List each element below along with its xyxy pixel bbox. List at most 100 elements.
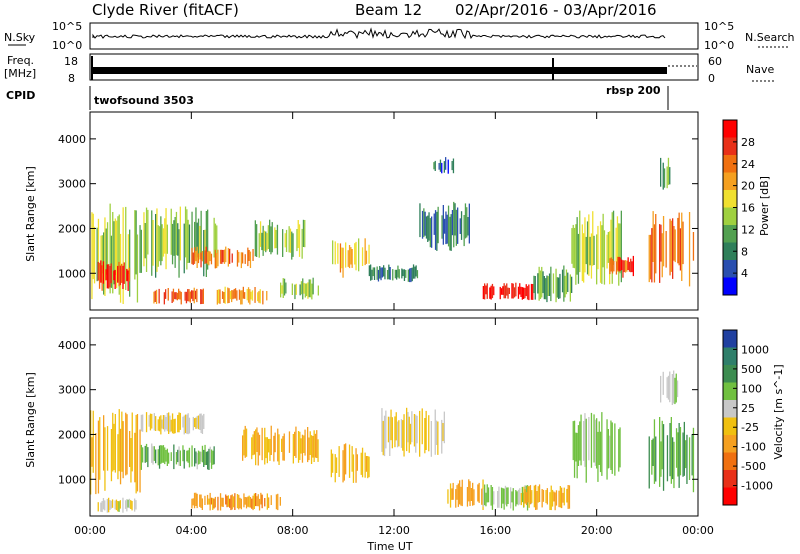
power-cell — [368, 244, 370, 264]
velocity-region — [572, 412, 621, 483]
power-cell — [575, 224, 577, 285]
velocity-cell — [122, 497, 124, 513]
velocity-cell — [686, 434, 688, 484]
velocity-cell — [659, 417, 661, 487]
power-cell — [302, 278, 304, 300]
velocity-cell — [563, 487, 565, 506]
velocity-cell — [478, 482, 480, 503]
velocity-cell — [206, 494, 209, 505]
velocity-cell — [127, 499, 129, 508]
velocity-cell — [674, 377, 676, 405]
velocity-cell — [166, 448, 168, 466]
velocity-cell — [407, 412, 409, 443]
velocity-cell — [142, 447, 144, 463]
power-cell — [129, 229, 131, 297]
velocity-cell — [504, 485, 507, 505]
velocity-cell — [92, 410, 94, 473]
power-cell — [388, 264, 390, 280]
velocity-cell — [485, 492, 487, 507]
velocity-cell — [245, 428, 248, 457]
power-cell — [176, 292, 178, 301]
power-cell — [445, 211, 447, 245]
velocity-cell — [113, 423, 115, 471]
velocity-region — [330, 443, 370, 483]
velocity-cell — [673, 370, 675, 404]
power-cell — [101, 235, 103, 274]
velocity-cell — [232, 496, 235, 508]
power-cell — [178, 229, 180, 278]
velocity-cell — [178, 412, 180, 433]
velocity-cell — [590, 412, 593, 468]
power-cell — [98, 262, 101, 289]
velocity-cell — [618, 429, 620, 472]
velocity-cell — [529, 485, 532, 505]
x-tick-label: 20:00 — [581, 524, 613, 537]
power-cell — [588, 214, 590, 276]
velocity-cell — [238, 494, 240, 510]
power-cell — [247, 247, 249, 267]
power-cell — [441, 162, 443, 174]
velocity-cell — [186, 414, 188, 434]
velocity-cell — [130, 500, 132, 509]
velocity-cell — [160, 445, 162, 464]
power-cell — [436, 211, 438, 251]
velocity-cell — [411, 411, 413, 443]
power-cell — [236, 290, 238, 301]
velocity-cell — [264, 427, 266, 465]
power-cell — [532, 284, 534, 300]
velocity-cell — [119, 500, 121, 509]
power-cell — [368, 265, 370, 277]
power-cell — [610, 219, 612, 265]
velocity-cell — [652, 438, 654, 466]
velocity-cell — [249, 497, 252, 508]
power-cell — [660, 157, 662, 187]
velocity-cell — [313, 430, 315, 462]
power-cell — [503, 283, 505, 299]
power-cell — [179, 206, 181, 261]
power-cell — [584, 217, 586, 273]
velocity-cell — [145, 443, 148, 463]
velocity-cell — [692, 427, 695, 493]
power-cell — [100, 260, 102, 283]
velocity-cell — [104, 500, 106, 511]
velocity-cell — [273, 435, 275, 462]
power-cell — [304, 283, 306, 298]
power-cell — [526, 286, 529, 300]
power-cell — [110, 235, 113, 288]
power-cell — [545, 278, 547, 300]
freq-tick-top: 18 — [64, 55, 78, 68]
velocity-cell — [153, 446, 155, 461]
velocity-cell — [460, 486, 462, 506]
velocity-cell — [487, 487, 490, 503]
velocity-cell — [199, 413, 201, 430]
power-cell — [424, 211, 426, 236]
velocity-cell — [382, 420, 384, 456]
velocity-cell — [312, 436, 314, 458]
velocity-cell — [183, 415, 185, 435]
velocity-cell — [195, 417, 197, 429]
colorbar-tick-label: 100 — [741, 382, 762, 395]
velocity-cell — [330, 449, 332, 478]
colorbar-tick-label: 1000 — [741, 343, 769, 356]
power-cell — [197, 253, 200, 264]
power-cell — [437, 206, 439, 244]
velocity-cell — [122, 421, 124, 479]
power-cell — [613, 260, 615, 272]
nsearch-tick-bottom: 10^0 — [704, 39, 734, 52]
velocity-cell — [164, 447, 166, 465]
velocity-cell — [577, 425, 580, 466]
velocity-cell — [166, 413, 168, 432]
colorbar-swatch — [723, 400, 737, 418]
power-cell — [670, 220, 672, 272]
power-cell — [467, 217, 469, 236]
power-cell — [189, 291, 191, 303]
velocity-cell — [157, 449, 159, 466]
power-cell — [548, 273, 551, 296]
velocity-cell — [244, 425, 246, 458]
velocity-cell — [269, 438, 271, 461]
power-cell — [240, 290, 242, 305]
velocity-cell — [688, 437, 691, 480]
colorbar-swatch — [723, 330, 737, 348]
power-cell — [450, 214, 452, 251]
power-cell — [403, 269, 406, 281]
